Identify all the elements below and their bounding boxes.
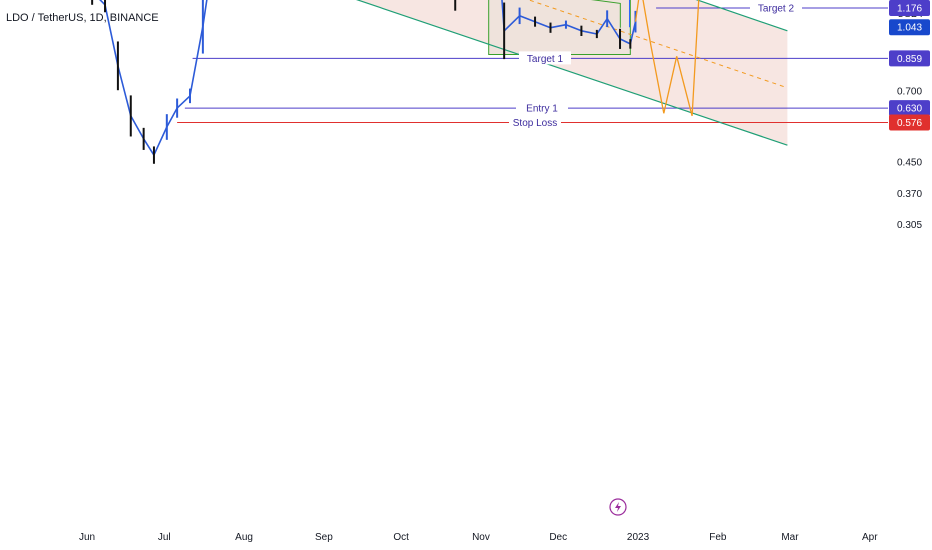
price-tick-7: 0.450 <box>897 158 922 169</box>
level-label-4: Target 2 <box>758 3 795 14</box>
wedge-line <box>590 0 621 28</box>
level-label-bg-7 <box>509 115 561 129</box>
time-tick-6: Dec <box>549 532 567 543</box>
last-price-tag-bg <box>889 19 930 36</box>
time-tick-3: Sep <box>315 532 333 543</box>
price-tick-8: 0.370 <box>897 189 922 200</box>
time-tick-7: 2023 <box>627 532 650 543</box>
time-tick-2: Aug <box>235 532 253 543</box>
level-label-5: Target 1 <box>527 54 564 65</box>
price-tag-5: 0.859 <box>897 54 922 65</box>
price-series-layer <box>91 0 700 164</box>
time-tick-1: Jul <box>158 532 171 543</box>
channel-upper-line <box>695 0 788 32</box>
price-tag-bg-6 <box>889 100 930 117</box>
price-tag-6: 0.630 <box>897 104 922 115</box>
level-label-bg-6 <box>516 101 568 115</box>
time-tick-9: Mar <box>781 532 799 543</box>
projection-path <box>634 0 700 117</box>
axis-layer: USDT 5.5004.5003.5002.7002.1001.4000.700… <box>79 9 924 543</box>
symbol-header[interactable]: LDO / TetherUS, 1D, BINANCE <box>6 12 159 24</box>
time-tick-8: Feb <box>709 532 727 543</box>
price-line <box>99 0 637 156</box>
time-tick-0: Jun <box>79 532 95 543</box>
price-tag-7: 0.576 <box>897 118 922 129</box>
last-price-tag: 1.043 <box>897 23 922 34</box>
level-label-7: Stop Loss <box>513 118 557 129</box>
price-tag-bg-4 <box>889 0 930 16</box>
time-tick-10: Apr <box>862 532 878 543</box>
level-label-bg-5 <box>519 51 571 65</box>
level-label-bg-4 <box>750 0 802 14</box>
price-tick-9: 0.305 <box>897 220 922 231</box>
price-tag-4: 1.176 <box>897 3 922 14</box>
price-tag-bg-7 <box>889 114 930 131</box>
price-tag-bg-5 <box>889 50 930 67</box>
time-tick-5: Nov <box>472 532 490 543</box>
level-labels-layer: Above This New ATHTarget 5Target 4Target… <box>509 0 802 129</box>
time-tick-4: Oct <box>393 532 409 543</box>
level-label-6: Entry 1 <box>526 104 558 115</box>
lightning-icon[interactable] <box>609 498 627 516</box>
price-tick-6: 0.700 <box>897 87 922 98</box>
